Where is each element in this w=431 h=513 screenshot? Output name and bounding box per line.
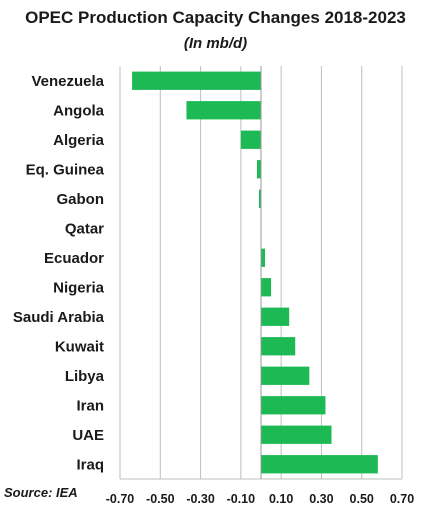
bar-gabon [258, 189, 261, 208]
gridlines [119, 66, 403, 479]
category-labels: Venezuela Angola Algeria Eq. Guinea Gabon Qat… [13, 73, 105, 474]
category-label: Qatar [65, 220, 104, 237]
bar-uae [261, 425, 332, 444]
bar-iran [261, 396, 326, 415]
category-label: Iran [76, 397, 104, 414]
bars [132, 71, 378, 474]
category-label: Eq. Guinea [26, 161, 105, 178]
category-label: UAE [72, 427, 104, 444]
x-tick-label: 0.70 [390, 492, 414, 506]
bar-saudi-arabia [261, 307, 290, 326]
bar-libya [261, 366, 310, 385]
bar-angola [186, 101, 261, 120]
category-label: Venezuela [31, 73, 104, 90]
x-tick-label: -0.10 [227, 492, 256, 506]
category-label: Iraq [76, 456, 104, 473]
category-label: Libya [65, 368, 105, 385]
x-tick-label: -0.70 [106, 492, 135, 506]
category-label: Nigeria [53, 279, 105, 296]
category-label: Algeria [53, 132, 105, 149]
bar-venezuela [132, 71, 261, 90]
x-tick-label: -0.30 [186, 492, 215, 506]
bar-algeria [240, 130, 261, 149]
bar-iraq [261, 455, 378, 474]
x-tick-label: 0.10 [269, 492, 293, 506]
bar-ecuador [261, 248, 266, 267]
category-label: Angola [53, 102, 104, 119]
bar-kuwait [261, 337, 296, 356]
chart-subtitle: (In mb/d) [183, 35, 248, 52]
category-label: Saudi Arabia [13, 309, 105, 326]
source-note: Source: IEA [4, 485, 78, 500]
bar-eq-guinea [256, 160, 261, 179]
category-label: Gabon [57, 191, 105, 208]
x-tick-label: 0.50 [350, 492, 374, 506]
axes [120, 66, 402, 480]
category-label: Ecuador [44, 250, 104, 267]
chart-title: OPEC Production Capacity Changes 2018-20… [25, 8, 406, 27]
x-tick-label: -0.50 [146, 492, 175, 506]
x-tick-label: 0.30 [309, 492, 333, 506]
category-label: Kuwait [55, 338, 104, 355]
x-tick-labels: -0.70 -0.50 -0.30 -0.10 0.10 0.30 0.50 0.70 [106, 492, 414, 506]
bar-nigeria [261, 278, 272, 297]
